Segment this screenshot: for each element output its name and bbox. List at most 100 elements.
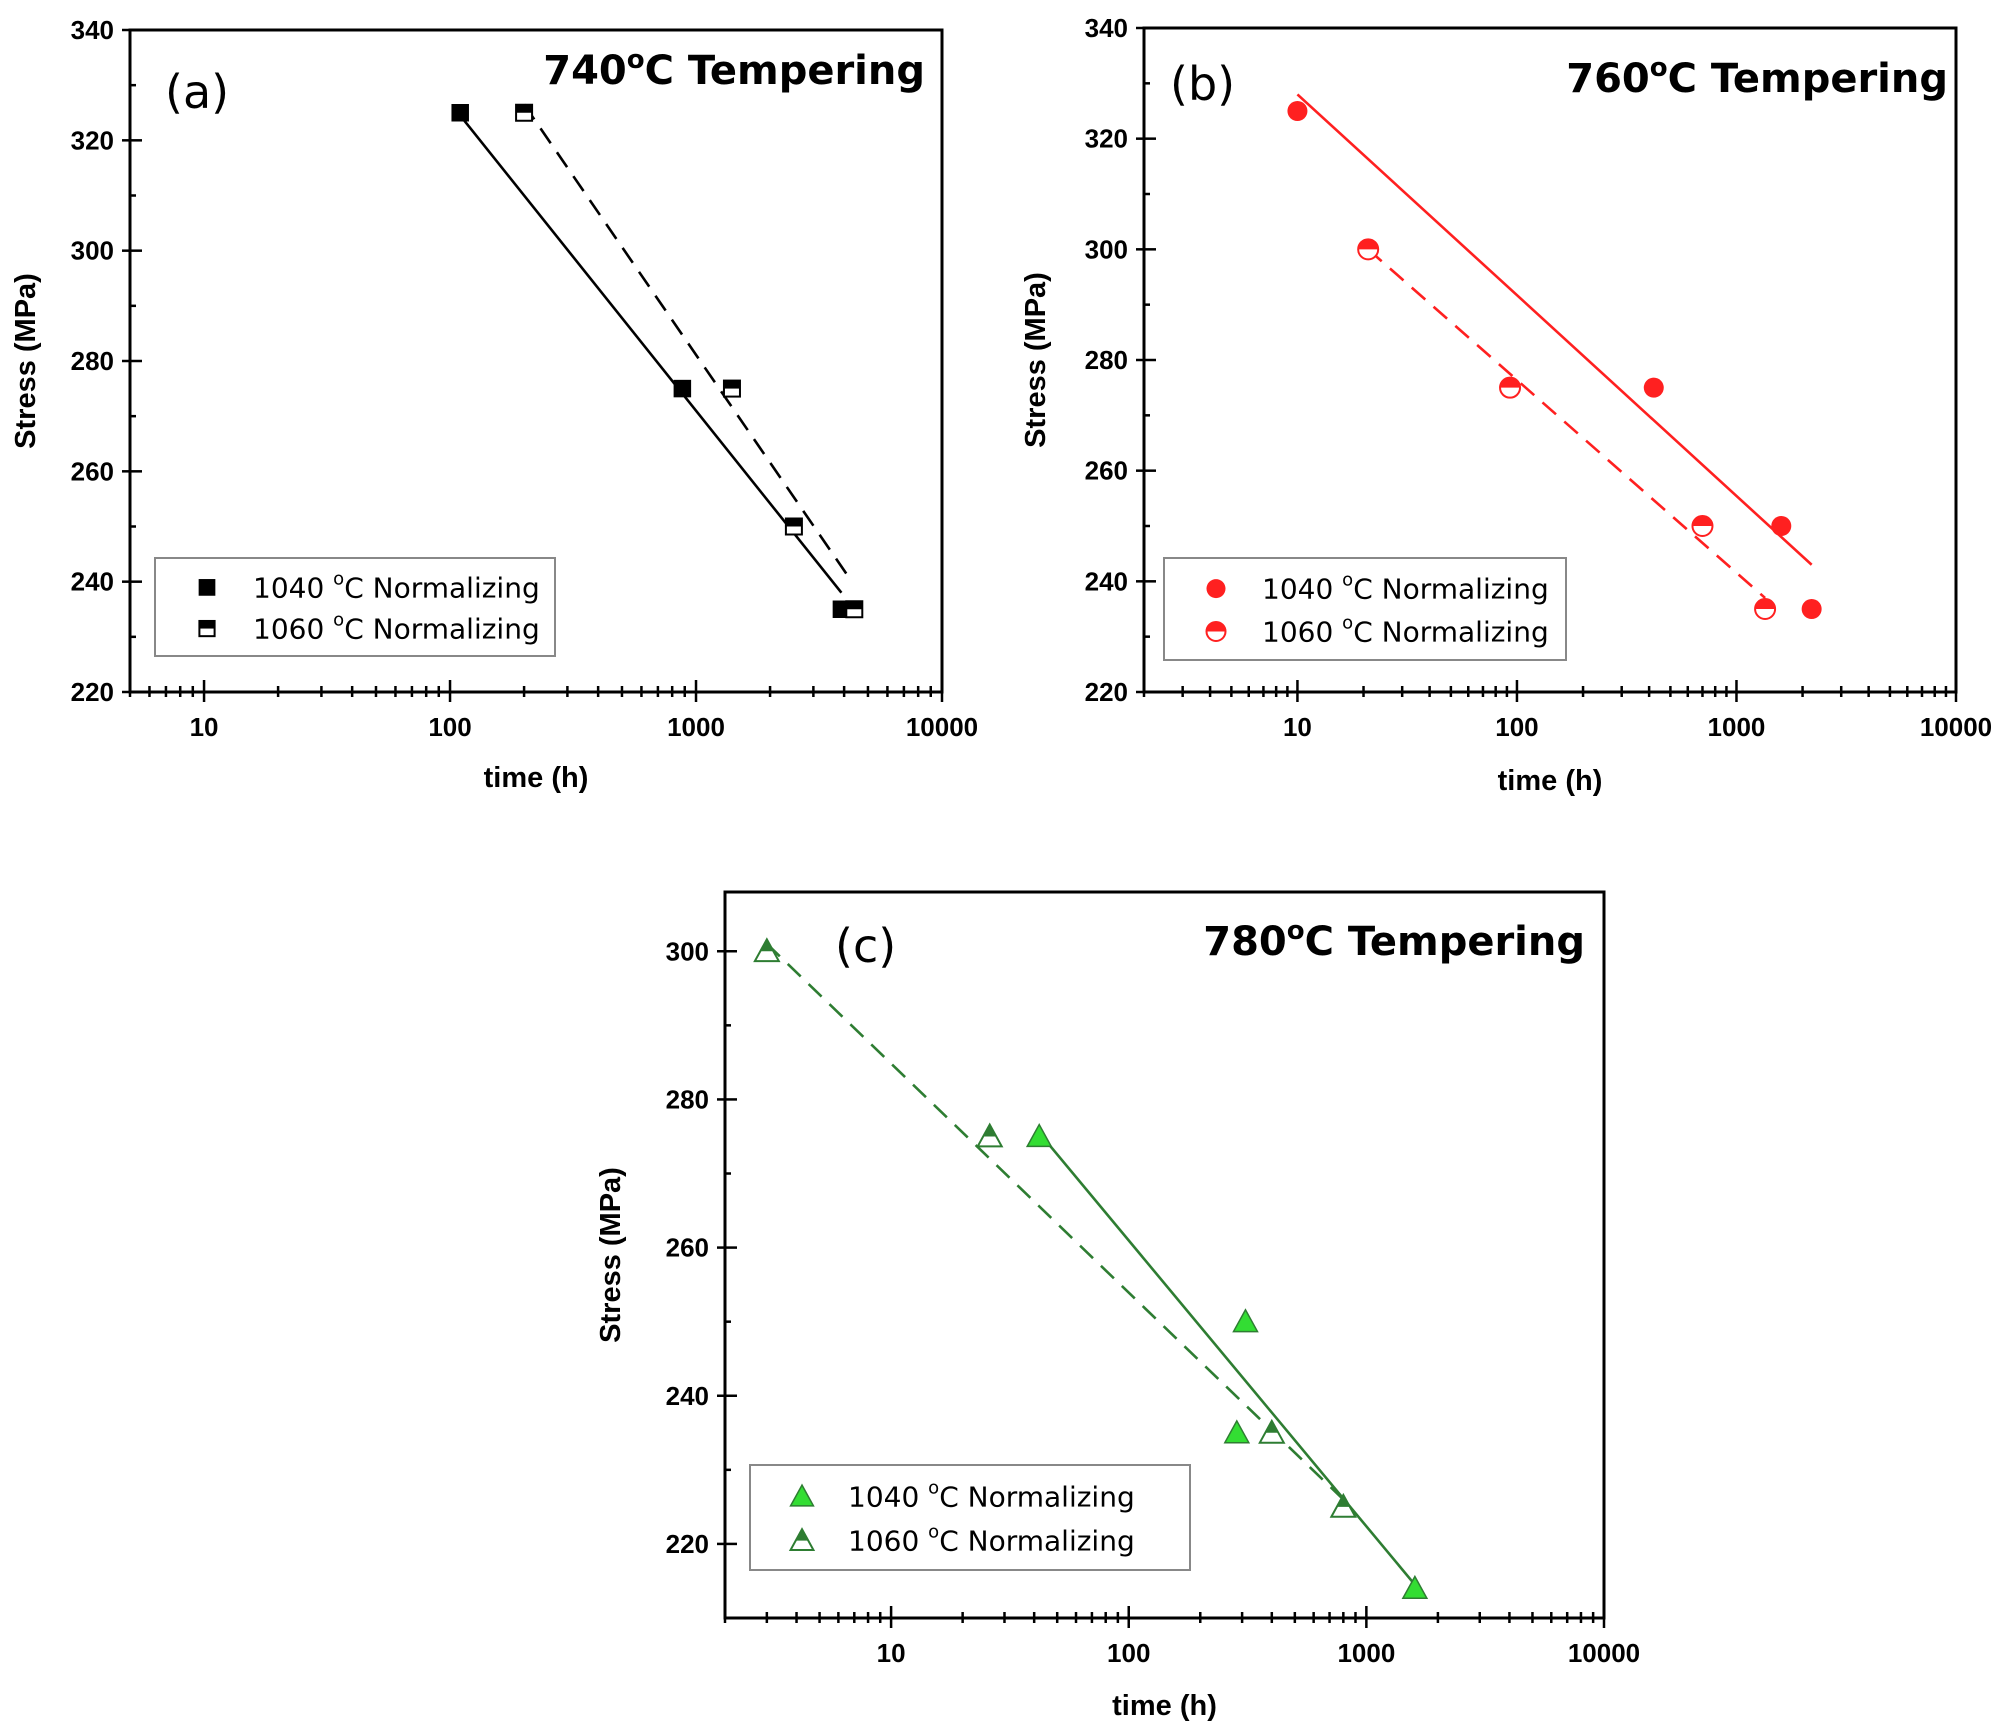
y-axis-label: Stress (MPa) <box>1020 272 1052 448</box>
legend-number: 1060 <box>848 1525 928 1558</box>
chart-panel-a: 220 240 260 280 300 320 340 10 100 1000 10000 time … <box>10 15 978 794</box>
legend-rest: C Normalizing <box>344 613 540 646</box>
marker-half <box>760 939 773 952</box>
plot-frame <box>723 890 1606 1620</box>
x-axis-label: time (h) <box>1498 765 1603 797</box>
chart-title: 760oC Tempering <box>1566 53 1948 102</box>
title-rest: C Tempering <box>1305 919 1585 965</box>
y-tick-label: 320 <box>71 125 114 155</box>
legend-degree: o <box>333 568 344 589</box>
marker-half <box>1265 1420 1278 1433</box>
fit-line-1060 <box>1367 248 1766 599</box>
data-point-1060 <box>515 103 534 122</box>
marker-half <box>1692 516 1713 526</box>
data-point-1060 <box>1329 1492 1358 1518</box>
title-number: 760 <box>1566 56 1650 102</box>
x-tick-label: 10000 <box>1568 1638 1640 1668</box>
chart-panel-c: 220 240 260 280 300 10 100 1000 10000 time (h) Str… <box>595 890 1640 1722</box>
title-rest: C Tempering <box>1668 56 1948 102</box>
x-tick-label: 1000 <box>1337 1638 1395 1668</box>
y-tick-label: 340 <box>1085 13 1128 43</box>
marker-half <box>1755 599 1776 609</box>
marker-half <box>1358 239 1379 250</box>
y-tick-label: 300 <box>666 936 709 966</box>
x-tick-label: 10 <box>1283 712 1312 742</box>
y-tick-label: 280 <box>71 346 114 376</box>
legend: 1040 oC Normalizing 1060 oC Normalizing <box>1163 557 1567 661</box>
title-degree: o <box>1650 53 1668 83</box>
y-tick-label: 340 <box>71 15 114 45</box>
y-tick-label: 220 <box>1085 677 1128 707</box>
y-tick-label: 220 <box>71 677 114 707</box>
fit-line-1040 <box>1296 93 1813 566</box>
y-tick-label: 240 <box>666 1381 709 1411</box>
y-tick-label: 260 <box>1085 456 1128 486</box>
x-axis-label: time (h) <box>1112 1690 1217 1722</box>
legend-entry-1060: 1060 oC Normalizing <box>1262 612 1549 648</box>
data-point-1060 <box>1691 515 1714 537</box>
legend-box <box>1163 557 1567 661</box>
legend-rest: C Normalizing <box>939 1481 1135 1514</box>
legend-number: 1040 <box>848 1481 928 1514</box>
legend-rest: C Normalizing <box>344 571 540 604</box>
y-tick-label: 280 <box>1085 345 1128 375</box>
legend-degree: o <box>928 1478 939 1499</box>
legend-number: 1040 <box>253 571 333 604</box>
x-tick-label: 1000 <box>667 712 725 742</box>
legend-degree: o <box>1342 612 1353 633</box>
legend-box <box>154 557 556 657</box>
legend-box <box>749 1464 1191 1571</box>
fit-line-1040 <box>459 114 843 594</box>
legend-number: 1060 <box>253 613 333 646</box>
legend-rest: C Normalizing <box>939 1525 1135 1558</box>
legend-marker <box>1205 620 1227 642</box>
data-point-1040 <box>1223 1419 1251 1444</box>
panel-label: (b) <box>1170 57 1235 111</box>
x-tick-label: 10000 <box>1920 712 1992 742</box>
marker-half <box>846 601 863 610</box>
fit-line-1060 <box>523 103 853 583</box>
marker-half <box>785 518 802 527</box>
x-tick-label: 100 <box>1107 1638 1150 1668</box>
y-tick-label: 220 <box>666 1529 709 1559</box>
y-tick-label: 300 <box>71 236 114 266</box>
y-tick-label: 260 <box>71 456 114 486</box>
panel-label: (c) <box>835 919 896 973</box>
legend-degree: o <box>928 1522 939 1543</box>
legend-entry-1040: 1040 oC Normalizing <box>1262 570 1549 606</box>
marker-half <box>1206 621 1226 632</box>
x-tick-label: 10 <box>877 1638 906 1668</box>
data-point-1040 <box>1287 101 1308 121</box>
legend-marker <box>198 579 216 596</box>
marker-half <box>199 620 215 629</box>
y-tick-label: 280 <box>666 1084 709 1114</box>
y-tick-label: 240 <box>1085 566 1128 596</box>
data-point-1040 <box>1643 377 1664 398</box>
legend-entry-1040: 1040 oC Normalizing <box>848 1478 1135 1514</box>
chart-title: 780oC Tempering <box>1203 916 1585 965</box>
legend-marker <box>1206 579 1226 599</box>
x-tick-label: 100 <box>428 712 471 742</box>
x-tick-label: 100 <box>1495 712 1538 742</box>
data-point-1040 <box>1025 1123 1053 1148</box>
y-tick-label: 320 <box>1085 124 1128 154</box>
legend-marker <box>198 619 216 638</box>
data-point-1040 <box>673 379 692 398</box>
y-tick-label: 300 <box>1085 234 1128 264</box>
legend-rest: C Normalizing <box>1353 573 1549 606</box>
data-point-1060 <box>722 379 741 398</box>
panel-label: (a) <box>165 65 229 119</box>
x-tick-label: 10000 <box>906 712 978 742</box>
title-rest: C Tempering <box>645 48 925 94</box>
legend-rest: C Normalizing <box>1353 615 1549 648</box>
data-point-1060 <box>1258 1418 1286 1444</box>
data-point-1060 <box>784 517 803 536</box>
legend-degree: o <box>1342 570 1353 591</box>
x-axis-label: time (h) <box>484 762 589 794</box>
legend-marker <box>789 1483 815 1507</box>
data-point-1040 <box>1232 1308 1259 1333</box>
y-axis-label: Stress (MPa) <box>10 273 42 449</box>
